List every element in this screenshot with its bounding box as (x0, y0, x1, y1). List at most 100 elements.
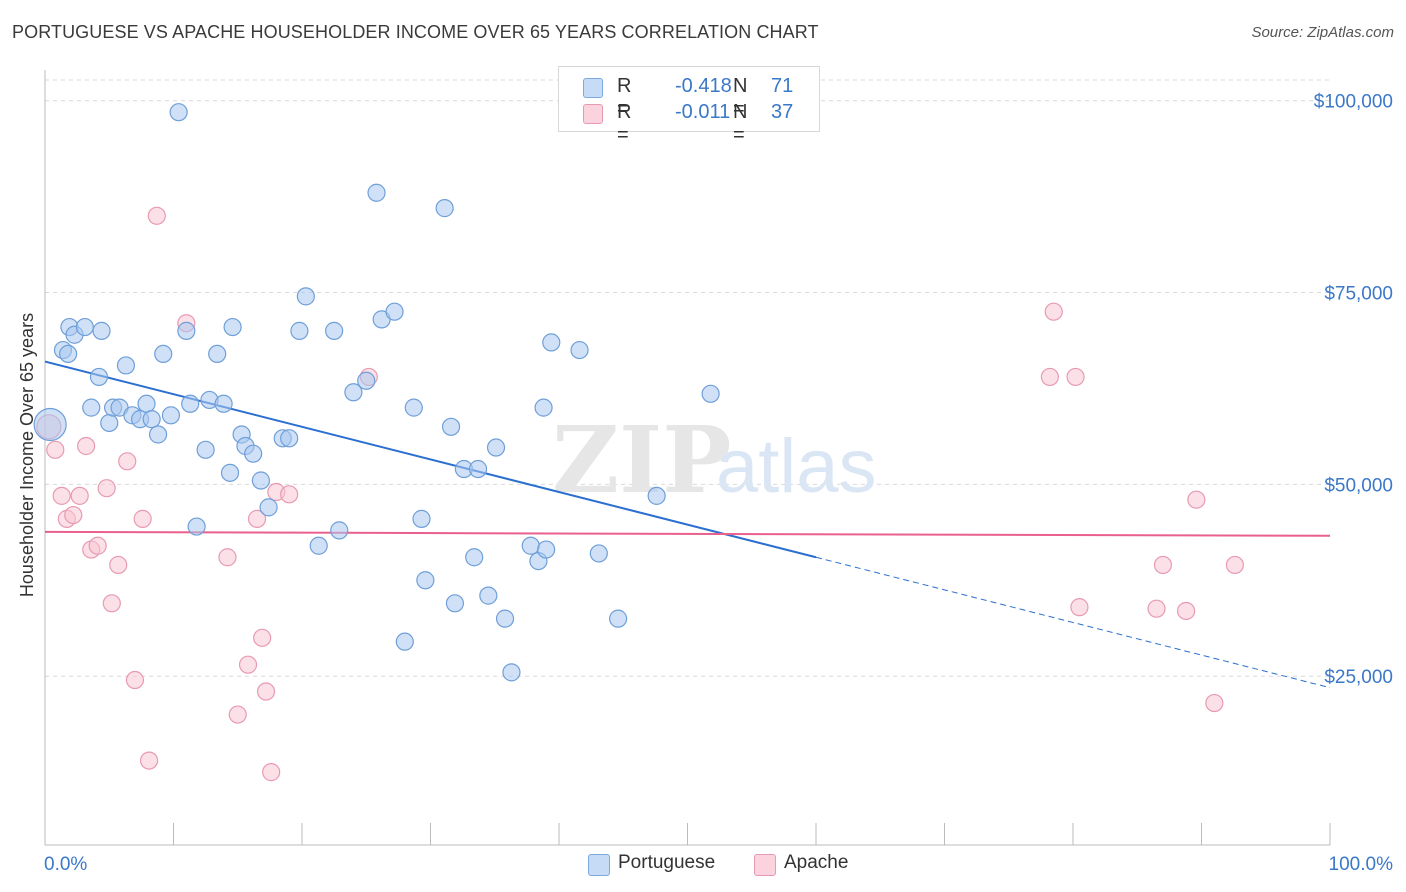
point-portuguese (441, 417, 461, 436)
point-portuguese (701, 384, 720, 403)
point-portuguese (223, 317, 242, 337)
gridlines (45, 79, 1330, 677)
point-portuguese (244, 444, 263, 463)
point-portuguese (100, 413, 119, 433)
point-portuguese (161, 406, 181, 425)
point-portuguese (537, 540, 556, 559)
point-portuguese (465, 548, 484, 567)
point-portuguese (502, 663, 521, 682)
point-apache (1044, 302, 1063, 321)
point-apache (102, 594, 121, 613)
point-portuguese (251, 471, 270, 490)
point-apache (247, 509, 267, 528)
tick-labels: $25,000 $50,000 $75,000 $100,000 0.0% 100.0% H… (17, 92, 1393, 875)
point-apache (256, 682, 276, 701)
point-portuguese (169, 103, 188, 122)
chart-source: Source: ZipAtlas.com (1251, 24, 1394, 41)
point-portuguese (142, 410, 161, 429)
point-portuguese (177, 321, 196, 340)
watermark-zip: ZIP (552, 406, 731, 514)
point-portuguese (89, 367, 109, 387)
point-apache (1187, 490, 1206, 509)
point-portuguese (521, 536, 540, 555)
trend-line-portuguese (44, 360, 817, 559)
point-apache (1066, 367, 1085, 387)
point-portuguese (468, 459, 488, 479)
point-apache (238, 655, 258, 674)
legend-r-label: R = (617, 101, 632, 146)
y-tick-label: $25,000 (1324, 667, 1393, 688)
point-apache (228, 705, 247, 724)
point-apache (125, 670, 145, 690)
bottom-legend-label: Apache (784, 852, 849, 873)
point-portuguese (534, 398, 553, 417)
point-portuguese (196, 440, 215, 459)
y-axis-label: Householder Income Over 65 years (17, 313, 37, 597)
point-portuguese (344, 383, 363, 402)
point-portuguese (412, 509, 431, 528)
point-portuguese (181, 394, 200, 413)
point-portuguese (92, 321, 111, 340)
legend-n-value: 37 (771, 101, 794, 123)
point-apache (1225, 555, 1245, 575)
point-apache (118, 452, 137, 471)
point-portuguese (647, 486, 666, 505)
point-apache (262, 763, 281, 782)
point-apache (1153, 555, 1173, 575)
point-portuguese (214, 394, 233, 413)
point-portuguese (416, 571, 435, 590)
point-portuguese (220, 463, 240, 482)
point-portuguese (75, 317, 94, 337)
legend-n-value: 71 (771, 75, 794, 97)
point-portuguese (395, 632, 414, 651)
y-tick-label: $75,000 (1324, 284, 1393, 305)
legend-n-label: N = (733, 75, 748, 120)
point-portuguese (570, 340, 589, 360)
point-portuguese (290, 321, 309, 340)
point-portuguese (325, 321, 344, 340)
legend-r-value: -0.011 (675, 101, 731, 123)
point-portuguese (486, 438, 506, 457)
point-portuguese (208, 344, 227, 364)
point-portuguese (148, 425, 168, 444)
point-apache (52, 486, 71, 505)
point-portuguese (33, 407, 67, 442)
point-portuguese (59, 344, 78, 364)
point-apache (133, 509, 152, 528)
point-apache (1176, 601, 1196, 621)
trend-lines (44, 360, 1331, 689)
point-portuguese (385, 302, 404, 321)
point-portuguese (589, 544, 608, 563)
chart-title: PORTUGUESE VS APACHE HOUSEHOLDER INCOME … (12, 22, 819, 42)
bottom-legend-swatch-portuguese (588, 854, 610, 876)
point-apache (97, 479, 116, 498)
legend-swatch-apache (583, 104, 603, 124)
point-portuguese (309, 536, 328, 555)
point-apache (88, 536, 107, 555)
point-portuguese (259, 498, 278, 517)
legend-r-label: R = (617, 75, 632, 120)
point-portuguese (187, 517, 206, 536)
watermark-atlas: atlas (716, 424, 877, 509)
point-portuguese (137, 394, 156, 413)
point-apache (147, 206, 166, 225)
point-apache (70, 486, 89, 505)
point-portuguese (435, 199, 454, 218)
point-portuguese (82, 398, 101, 417)
legend-swatch-portuguese (583, 78, 603, 98)
y-tick-label: $100,000 (1314, 92, 1393, 113)
point-portuguese (404, 398, 423, 417)
point-portuguese (357, 371, 376, 390)
point-portuguese (609, 609, 628, 628)
trend-line-portuguese-extension (815, 556, 1331, 689)
point-portuguese (495, 609, 515, 628)
point-apache (1205, 693, 1224, 713)
point-portuguese (542, 333, 561, 352)
legend-n-label: N = (733, 101, 748, 146)
point-apache (218, 548, 237, 567)
axes (44, 70, 1331, 846)
x-tick-label: 0.0% (44, 854, 87, 875)
point-portuguese (280, 429, 299, 448)
